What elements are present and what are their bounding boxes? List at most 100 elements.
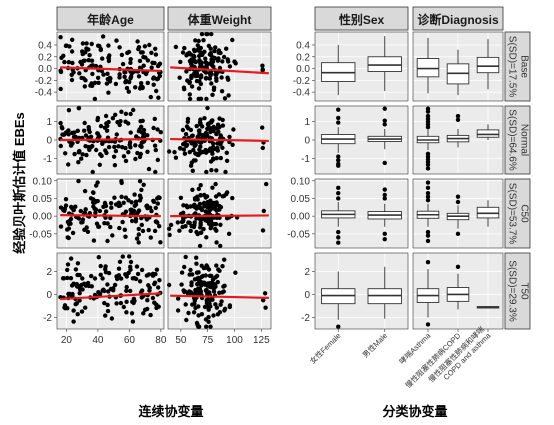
scatter-point: [204, 201, 209, 206]
scatter-point: [187, 96, 193, 102]
box-outlier: [336, 115, 341, 121]
scatter-point: [197, 279, 202, 284]
scatter-point: [213, 282, 218, 287]
box-outlier: [382, 118, 387, 123]
scatter-point: [112, 195, 117, 200]
scatter-point: [128, 267, 133, 272]
scatter-point: [71, 319, 76, 324]
scatter-point: [211, 157, 216, 162]
scatter-point: [105, 238, 110, 244]
scatter-point: [69, 49, 75, 54]
trend-line: [60, 137, 161, 142]
scatter-point: [208, 51, 213, 56]
scatter-point: [227, 304, 232, 310]
scatter-point: [203, 56, 208, 61]
scatter-point: [203, 70, 209, 75]
scatter-panel: [57, 32, 164, 101]
scatter-point: [98, 47, 104, 53]
scatter-point: [123, 158, 129, 164]
scatter-point: [126, 89, 131, 94]
scatter-point: [153, 169, 158, 175]
scatter-point: [192, 277, 198, 282]
scatter-point: [205, 105, 210, 111]
scatter-point: [196, 313, 201, 318]
scatter-point: [196, 186, 201, 192]
scatter-point: [213, 72, 218, 77]
scatter-point: [211, 124, 216, 130]
scatter-point: [140, 228, 146, 234]
scatter-point: [70, 230, 76, 236]
x-tick-label: 80: [155, 335, 167, 346]
scatter-point: [65, 227, 70, 232]
scatter-point: [209, 148, 214, 153]
scatter-point: [63, 197, 69, 202]
scatter-point: [105, 282, 110, 287]
scatter-point: [147, 42, 152, 48]
scatter-point: [215, 141, 220, 146]
scatter-point: [87, 53, 92, 58]
scatter-point: [126, 270, 131, 276]
scatter-point: [82, 120, 87, 126]
scatter-point: [209, 81, 214, 86]
scatter-point: [97, 208, 103, 214]
scatter-point: [58, 224, 64, 229]
scatter-point: [193, 211, 198, 216]
scatter-point: [260, 145, 265, 151]
scatter-point: [96, 224, 101, 229]
box-outlier: [425, 106, 431, 111]
scatter-point: [131, 107, 136, 113]
box-outlier: [425, 194, 431, 199]
scatter-point: [189, 133, 195, 139]
y-tick-label: 0.2: [38, 52, 52, 63]
scatter-point: [166, 149, 172, 154]
box-女性Female: [321, 107, 356, 168]
scatter-point: [213, 45, 218, 50]
scatter-point: [219, 299, 224, 304]
box-outlier: [336, 235, 341, 240]
scatter-point: [151, 82, 156, 87]
scatter-point: [260, 125, 265, 130]
scatter-point: [209, 31, 214, 37]
scatter-point: [120, 61, 126, 67]
scatter-point: [182, 87, 187, 92]
box-outlier: [455, 117, 461, 122]
scatter-point: [218, 302, 223, 307]
scatter-point: [193, 38, 198, 43]
scatter-point: [78, 208, 84, 214]
scatter-point: [194, 206, 199, 211]
y-tick-label: 0: [46, 136, 52, 147]
scatter-point: [72, 151, 77, 157]
scatter-point: [189, 84, 195, 89]
scatter-point: [138, 195, 143, 201]
scatter-point: [210, 185, 215, 190]
y-tick-label: 0.2: [296, 52, 310, 63]
scatter-point: [119, 178, 124, 184]
row-strip: [504, 178, 531, 249]
scatter-point: [220, 145, 225, 150]
x-tick-label: 125: [253, 335, 270, 346]
trend-line: [60, 292, 161, 301]
panel-frame: [412, 105, 504, 175]
box-男性Male: [367, 187, 402, 242]
scatter-point: [116, 144, 121, 149]
scatter-point: [194, 71, 199, 76]
scatter-point: [62, 208, 67, 213]
scatter-point: [202, 49, 207, 54]
scatter-point: [230, 37, 235, 43]
scatter-point: [147, 205, 153, 210]
scatter-point: [70, 37, 75, 42]
box-outlier: [425, 260, 431, 265]
box-哮喘Asthma: [416, 180, 440, 244]
scatter-point: [196, 324, 201, 329]
scatter-point: [80, 152, 85, 157]
scatter-point: [155, 127, 160, 132]
scatter-point: [222, 306, 228, 311]
scatter-point: [180, 127, 186, 133]
scatter-point: [96, 255, 102, 260]
scatter-point: [214, 228, 219, 233]
scatter-point: [90, 71, 95, 77]
scatter-point: [129, 311, 135, 316]
scatter-point: [103, 313, 108, 318]
scatter-point: [224, 46, 229, 51]
scatter-point: [112, 282, 118, 288]
